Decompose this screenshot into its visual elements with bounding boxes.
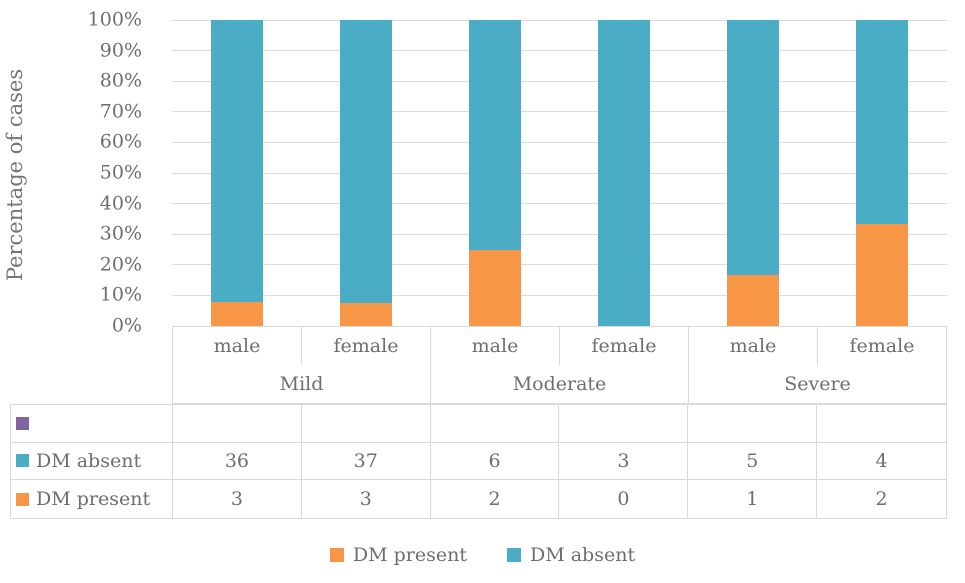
bar-segment-dm-present: [210, 302, 263, 326]
bar-severe-male: [727, 20, 780, 326]
legend-key-swatch: [16, 416, 29, 430]
bar-moderate-female: [598, 20, 651, 326]
y-axis-tick-label: 70%: [99, 100, 142, 123]
y-axis-tick-label: 60%: [99, 130, 142, 153]
bar-segment-dm-absent: [856, 20, 909, 224]
table-row-label: DM absent: [11, 442, 173, 481]
gridline: [172, 141, 947, 143]
category-row-severity: Mild Moderate Severe: [173, 365, 946, 403]
category-cell-female: female: [302, 327, 431, 365]
group-cell-severe: Severe: [784, 373, 851, 395]
legend-label: DM absent: [530, 544, 636, 566]
table-value-cell: [688, 405, 818, 443]
gridline: [172, 264, 947, 266]
gridline: [172, 172, 947, 174]
y-axis-tick-label: 20%: [99, 253, 142, 276]
legend-swatch: [329, 548, 344, 562]
table-row-label: DM present: [11, 480, 173, 518]
gridline: [172, 294, 947, 296]
table-value-cell: 3: [302, 480, 431, 518]
category-row-sex: male female male female male female: [173, 327, 946, 365]
table-value-cell: [173, 405, 302, 443]
gridline: [172, 19, 947, 21]
y-axis-tick-label: 30%: [99, 222, 142, 245]
table-value-cell: 2: [431, 480, 560, 518]
legend-label: DM present: [352, 544, 467, 566]
table-value-cell: [817, 405, 946, 443]
table-value-cell: 6: [430, 442, 560, 481]
gridline: [172, 80, 947, 82]
group-cell-moderate: Moderate: [431, 365, 689, 403]
bar-segment-dm-absent: [727, 20, 780, 275]
category-axis-area: male female male female male female Mild Moder…: [172, 326, 947, 404]
table-value-cell: 4: [817, 443, 946, 481]
legend-swatch: [507, 548, 521, 562]
y-axis-tick-label: 50%: [99, 161, 142, 184]
legend-item-dm-present: DM present: [329, 544, 467, 566]
table-value-cell: 0: [559, 480, 689, 518]
category-cell-male: male: [431, 327, 560, 365]
table-value-cell: 36: [173, 442, 302, 481]
table-value-cell: 3: [173, 480, 302, 518]
gridline: [172, 50, 947, 52]
plot-area: [172, 19, 947, 327]
table-value-cell: 1: [688, 480, 818, 518]
table-value-cell: [559, 405, 689, 443]
legend-key-swatch: [16, 492, 29, 506]
y-axis-tick-labels: 100% 90% 80% 70% 60% 50% 40% 30% 20% 10% 0%: [0, 8, 152, 336]
bar-segment-dm-absent: [210, 20, 263, 303]
category-cell-female: female: [560, 327, 689, 365]
y-axis-tick-label: 10%: [99, 283, 142, 306]
bar-segment-dm-absent: [598, 20, 651, 326]
table-row-label-text: DM present: [36, 488, 151, 511]
bar-segment-dm-absent: [468, 20, 521, 250]
group-cell-mild: Mild: [173, 365, 431, 403]
table-value-cell: 37: [301, 442, 431, 481]
table-value-cell: 3: [559, 442, 689, 481]
table-value-cell: [430, 405, 560, 443]
bar-segment-dm-present: [856, 224, 909, 326]
gridline: [172, 111, 947, 113]
table-row-label: [11, 405, 173, 443]
y-axis-tick-label: 100%: [87, 8, 142, 31]
legend-item-dm-absent: DM absent: [507, 544, 635, 566]
bar-moderate-male: [468, 20, 521, 326]
table-row-label-text: DM absent: [36, 449, 142, 472]
table-value-cell: [301, 405, 431, 443]
bar-segment-dm-present: [468, 249, 521, 326]
bar-segment-dm-present: [339, 303, 392, 326]
chart-legend: DM present DM absent: [0, 541, 965, 569]
y-axis-tick-label: 80%: [99, 69, 142, 92]
bar-mild-female: [339, 20, 392, 326]
gridline: [172, 203, 947, 205]
table-value-cell: 2: [875, 488, 888, 511]
bar-mild-male: [210, 20, 263, 326]
category-cell-male: male: [173, 327, 302, 365]
y-axis-tick-label: 0%: [111, 314, 142, 337]
data-table: DM absent 36 37 6 3 5 4 DM present 3 3 2 0 1 2: [10, 404, 947, 519]
bar-segment-dm-absent: [339, 20, 392, 304]
legend-key-swatch: [16, 454, 29, 468]
table-value-cell: 5: [688, 442, 818, 481]
y-axis-tick-label: 90%: [99, 38, 142, 61]
category-cell-male: male: [689, 327, 818, 365]
bar-segment-dm-present: [727, 275, 780, 326]
y-axis-tick-label: 40%: [99, 191, 142, 214]
bar-severe-female: [856, 20, 909, 326]
category-cell-female: female: [849, 335, 915, 357]
gridline: [172, 233, 947, 235]
